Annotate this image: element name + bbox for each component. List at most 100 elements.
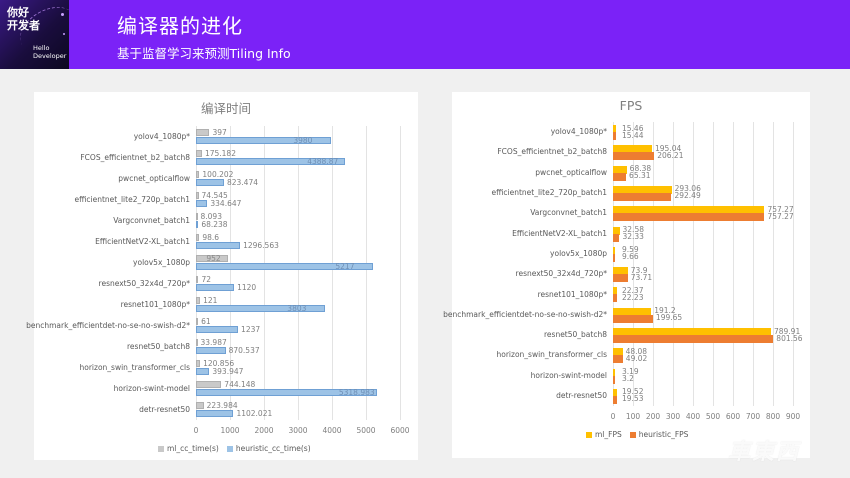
bar-heuristic-fps: [613, 395, 617, 404]
bar-heuristic-fps: [613, 335, 774, 343]
bar-ml-cc-time-s-: [196, 339, 198, 346]
slide-subtitle: 基于监督学习来预测Tiling Info: [117, 46, 291, 61]
x-axis-tick: 100: [625, 412, 641, 422]
data-label: 334.647: [210, 198, 242, 208]
bar-heuristic-cc-time-s-: [196, 221, 199, 228]
category-label: detr-resnet50: [139, 404, 190, 414]
category-label: resnet50_batch8: [544, 330, 607, 340]
fps-chart: FPS 0 100 200 300 400 500 600 700 800 900 yolov4_1…: [443, 92, 810, 458]
bar-heuristic-fps: [613, 253, 615, 262]
bar-ml-fps: [613, 226, 620, 235]
x-axis-tick: 800: [765, 412, 781, 422]
bar-ml-fps: [613, 125, 617, 133]
gridline: [633, 122, 634, 407]
category-label: benchmark_efficientdet-no-se-no-swish-d2…: [443, 309, 607, 319]
bar-ml-cc-time-s-: [196, 360, 201, 367]
bar-ml-cc-time-s-: [196, 297, 201, 304]
data-label: 757.27: [767, 211, 794, 221]
data-label: 3980: [293, 135, 313, 145]
data-label: 48.08: [625, 346, 648, 356]
bar-heuristic-cc-time-s-: [196, 242, 241, 249]
category-label: yolov5x_1080p: [133, 257, 190, 267]
bar-heuristic-cc-time-s-: [196, 200, 208, 207]
bar-heuristic-cc-time-s-: [196, 368, 210, 375]
bar-heuristic-cc-time-s-: [196, 326, 239, 333]
logo-en-text: Hello Developer: [33, 44, 66, 60]
bar-ml-fps: [613, 246, 615, 255]
category-label: FCOS_efficientnet_b2_batch8: [497, 147, 607, 157]
data-label: 22.23: [622, 292, 644, 302]
data-label: 73.9: [630, 265, 648, 275]
logo-cn-text: 你好 开发者: [7, 6, 40, 32]
logo-dot-decoration: [63, 33, 65, 35]
legend-label: ml_FPS: [595, 430, 622, 440]
chart-title: 编译时间: [200, 101, 251, 116]
bar-heuristic-fps: [613, 192, 672, 201]
bar-heuristic-fps: [613, 213, 765, 222]
bar-heuristic-fps: [613, 314, 653, 323]
bar-ml-fps: [613, 165, 627, 174]
gridline: [332, 126, 333, 420]
bar-heuristic-cc-time-s-: [196, 263, 374, 270]
data-label: 789.91: [773, 326, 801, 336]
category-label: resnet101_1080p*: [537, 289, 607, 299]
bar-heuristic-fps: [613, 375, 615, 384]
chart-legend: ml_cc_time(s) heuristic_cc_time(s): [158, 444, 311, 453]
legend-item: ml_cc_time(s): [158, 444, 219, 453]
legend-swatch-icon: [629, 431, 636, 438]
bar-ml-fps: [613, 267, 628, 276]
category-label: resnet101_1080p*: [120, 299, 190, 309]
bar-heuristic-cc-time-s-: [196, 410, 234, 417]
data-label: 1237: [241, 324, 261, 334]
logo-dot-decoration: [61, 13, 64, 16]
bar-ml-fps: [613, 328, 771, 336]
bar-ml-cc-time-s-: [196, 276, 199, 283]
legend-label: heuristic_cc_time(s): [235, 444, 311, 453]
bar-heuristic-fps: [613, 132, 617, 140]
bar-ml-fps: [613, 185, 672, 194]
gridline: [733, 122, 734, 407]
gridline: [773, 122, 774, 407]
category-label: benchmark_efficientdet-no-se-no-swish-d2…: [26, 320, 190, 330]
x-axis-tick: 4000: [322, 426, 342, 435]
logo-cn-line2: 开发者: [7, 19, 40, 32]
legend-item: heuristic_cc_time(s): [226, 444, 311, 453]
data-label: 4388.87: [307, 156, 339, 166]
bar-heuristic-fps: [613, 172, 627, 181]
legend-item: ml_FPS: [586, 430, 622, 439]
x-axis-tick: 3000: [288, 426, 308, 435]
bar-heuristic-cc-time-s-: [196, 284, 235, 291]
data-label: 15.46: [622, 123, 644, 133]
chart-title: FPS: [619, 98, 643, 113]
x-axis-tick: 300: [665, 412, 681, 422]
data-label: 19.53: [622, 394, 644, 404]
category-label: horizon-swint-model: [530, 370, 607, 380]
data-label: 870.537: [228, 345, 260, 355]
bar-heuristic-fps: [613, 355, 623, 364]
category-label: horizon_swin_transformer_cls: [496, 350, 608, 360]
data-label: 65.31: [629, 171, 651, 181]
bar-ml-cc-time-s-: [196, 234, 200, 241]
category-label: pwcnet_opticalflow: [535, 167, 607, 177]
bar-ml-cc-time-s-: [196, 255, 229, 262]
x-axis-tick: 2000: [254, 426, 274, 435]
bar-ml-cc-time-s-: [196, 381, 222, 388]
data-label: 32.58: [622, 225, 644, 234]
data-label: 3803: [287, 303, 307, 313]
legend-label: ml_cc_time(s): [167, 444, 219, 453]
x-axis-tick: 0: [193, 426, 199, 435]
legend-swatch-icon: [226, 445, 233, 452]
bar-heuristic-cc-time-s-: [196, 347, 226, 354]
data-label: 72: [201, 274, 211, 284]
data-label: 68.38: [629, 164, 652, 174]
bar-ml-fps: [613, 368, 615, 377]
data-label: 3.2: [622, 374, 634, 384]
data-label: 397: [212, 127, 227, 137]
data-label: 393.947: [212, 366, 244, 376]
data-label: 199.65: [655, 313, 683, 323]
data-label: 195.04: [655, 143, 682, 153]
data-label: 19.52: [622, 387, 644, 397]
category-label: FCOS_efficientnet_b2_batch8: [80, 152, 190, 162]
bar-ml-cc-time-s-: [196, 129, 210, 136]
category-label: EfficientNetV2-XL_batch1: [95, 236, 190, 246]
